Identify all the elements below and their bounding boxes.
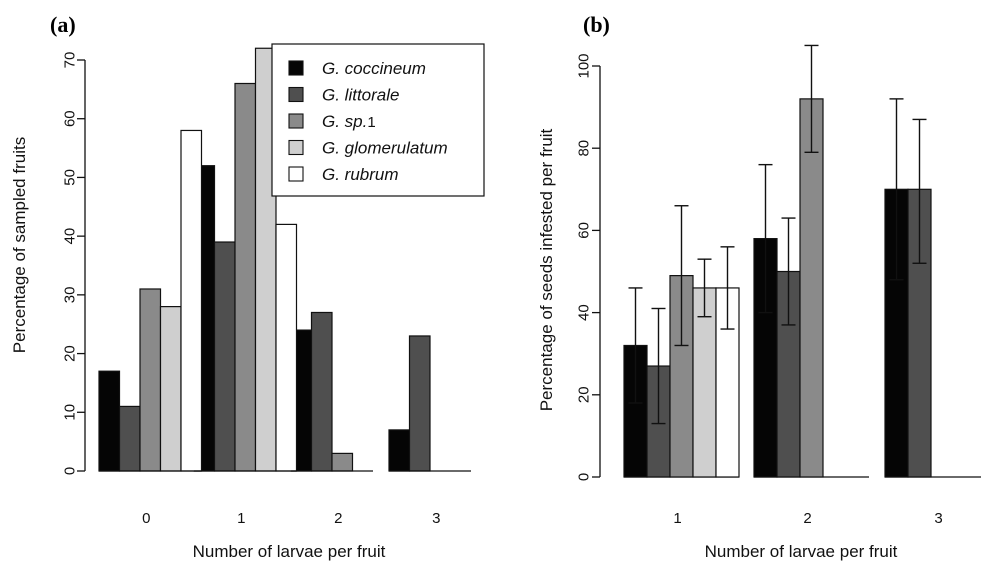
legend-swatch-g-glomerulatum: [288, 139, 304, 156]
panel-a-bar-g-littorale-0: [118, 405, 141, 472]
panel-a-y-axis-label: Percentage of sampled fruits: [10, 137, 29, 353]
panel-a-bar-g-littorale-1: [213, 241, 236, 472]
panel-b-x-tick-label: 1: [673, 510, 681, 527]
panel-b-y-tick-label: 40: [575, 304, 592, 321]
panel-b-y-tick-label: 100: [575, 53, 592, 78]
panel-b: (b) 0 20 40 60 80 100 1 2 3 Percentage of seeds…: [537, 12, 981, 561]
panel-b-label: (b): [583, 12, 610, 37]
panel-b-y-axis-label: Percentage of seeds infested per fruit: [537, 128, 556, 411]
panel-a-bars: [98, 47, 492, 472]
panel-a-bar-g-sp-1-0: [139, 288, 162, 472]
panel-a-bar-g-sp-1-2: [331, 452, 354, 472]
panel-a-y-tick-label: 30: [61, 287, 78, 304]
legend-label-g-coccineum: G. coccineum: [322, 59, 426, 78]
panel-a: (a) 0 10 20 30 40 50 60 70 0 1 2 3 Percentage of s…: [10, 12, 492, 561]
legend-box: [271, 43, 485, 197]
panel-a-label: (a): [50, 12, 76, 37]
panel-a-y-ticks: 0 10 20 30 40 50 60 70: [61, 52, 85, 475]
panel-b-x-ticks: 1 2 3: [673, 510, 942, 527]
panel-a-bar-g-rubrum-0: [180, 129, 203, 472]
panel-a-bar-g-coccineum-0: [98, 370, 121, 472]
panel-a-y-tick-label: 20: [61, 345, 78, 362]
legend-label-g-rubrum: G. rubrum: [322, 165, 399, 184]
panel-b-bars: [623, 44, 981, 478]
panel-b-y-ticks: 0 20 40 60 80 100: [575, 53, 600, 481]
panel-b-y-tick-label: 60: [575, 222, 592, 239]
panel-a-y-tick-label: 50: [61, 169, 78, 186]
legend-swatch-g-littorale: [288, 86, 304, 103]
panel-a-bar-g-coccineum-3: [388, 429, 411, 472]
panel-a-x-ticks: 0 1 2 3: [142, 510, 440, 527]
panel-a-bar-g-rubrum-1: [275, 223, 298, 472]
panel-b-x-tick-label: 3: [934, 510, 942, 527]
panel-a-y-tick-label: 40: [61, 228, 78, 245]
panel-a-y-tick-label: 10: [61, 404, 78, 421]
panel-a-x-tick-label: 3: [432, 510, 440, 527]
panel-a-y-tick-label: 60: [61, 110, 78, 127]
legend-swatch-g-rubrum: [288, 166, 304, 182]
legend-swatch-g-sp-1: [288, 113, 304, 129]
panel-b-x-tick-label: 2: [803, 510, 811, 527]
panel-b-y-tick-label: 0: [575, 473, 592, 481]
panel-a-x-tick-label: 0: [142, 510, 150, 527]
panel-a-bar-g-littorale-3: [408, 335, 431, 472]
panel-b-x-axis-label: Number of larvae per fruit: [705, 542, 898, 561]
legend-label-g-littorale: G. littorale: [322, 86, 399, 105]
legend-swatch-g-coccineum: [288, 60, 304, 76]
panel-a-y-tick-label: 0: [61, 467, 78, 475]
panel-b-y-tick-label: 80: [575, 140, 592, 157]
legend-label-g-glomerulatum: G. glomerulatum: [322, 139, 448, 158]
panel-b-y-tick-label: 20: [575, 386, 592, 403]
panel-a-x-tick-label: 1: [237, 510, 245, 527]
panel-b-bar-g-sp-1-2: [799, 98, 824, 478]
panel-a-bar-g-glomerulatum-0: [159, 306, 182, 472]
panel-a-y-tick-label: 70: [61, 52, 78, 69]
legend-label-g-sp-1: G. sp.1: [322, 112, 376, 131]
panel-a-bar-g-sp-1-1: [234, 82, 257, 472]
panel-a-x-axis-label: Number of larvae per fruit: [193, 542, 386, 561]
panel-a-bar-g-littorale-2: [310, 311, 333, 472]
legend: G. coccineum G. littorale G. sp.1 G. glomer…: [271, 43, 485, 197]
panel-a-x-tick-label: 2: [334, 510, 342, 527]
